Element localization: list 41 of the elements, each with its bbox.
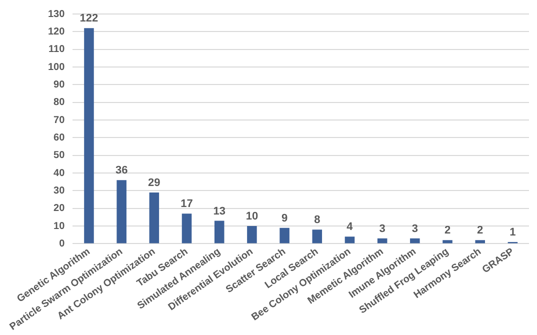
y-tick-label: 120 bbox=[48, 26, 66, 38]
bar bbox=[84, 28, 94, 244]
data-label: 1 bbox=[510, 226, 516, 238]
data-label: 122 bbox=[80, 12, 98, 25]
y-tick-label: 130 bbox=[48, 8, 66, 20]
data-label: 9 bbox=[281, 212, 288, 224]
bar bbox=[182, 214, 192, 244]
bar bbox=[116, 180, 126, 244]
y-tick-label: 90 bbox=[54, 79, 66, 90]
y-tick-label: 30 bbox=[54, 185, 66, 196]
data-label: 13 bbox=[213, 205, 226, 218]
data-label: 36 bbox=[115, 164, 128, 177]
y-tick-label: 0 bbox=[59, 238, 66, 250]
bar bbox=[280, 228, 290, 244]
bar bbox=[312, 230, 322, 244]
y-tick-label: 110 bbox=[48, 44, 66, 56]
data-label: 29 bbox=[148, 177, 160, 190]
data-label: 2 bbox=[444, 224, 451, 237]
bar bbox=[442, 240, 452, 244]
data-label: 17 bbox=[180, 198, 193, 210]
data-label: 4 bbox=[346, 221, 354, 234]
y-tick-label: 100 bbox=[48, 62, 66, 73]
bar bbox=[410, 238, 420, 244]
bar bbox=[377, 238, 388, 244]
data-label: 8 bbox=[314, 214, 320, 226]
y-tick-label: 60 bbox=[54, 132, 66, 144]
data-label: 3 bbox=[412, 222, 418, 235]
bar bbox=[344, 236, 355, 244]
y-tick-label: 20 bbox=[54, 203, 66, 214]
y-tick-label: 50 bbox=[54, 150, 66, 162]
bar bbox=[214, 220, 224, 244]
y-tick-label: 80 bbox=[54, 97, 66, 108]
data-label: 10 bbox=[246, 210, 258, 223]
bar bbox=[475, 240, 485, 244]
data-label: 3 bbox=[379, 222, 386, 235]
y-tick-label: 10 bbox=[54, 220, 66, 232]
y-tick-label: 70 bbox=[54, 114, 66, 126]
bar bbox=[247, 226, 257, 244]
y-tick-label: 40 bbox=[54, 168, 66, 179]
bar bbox=[149, 192, 160, 244]
data-label: 2 bbox=[477, 224, 484, 237]
